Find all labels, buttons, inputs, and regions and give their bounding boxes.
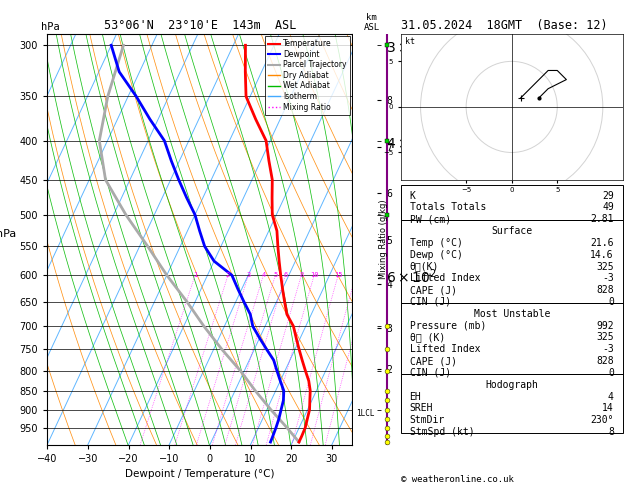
Text: Most Unstable: Most Unstable [474, 309, 550, 319]
Text: 8: 8 [608, 427, 614, 437]
Text: Pressure (mb): Pressure (mb) [409, 321, 486, 330]
Text: 1LCL: 1LCL [356, 409, 374, 418]
Text: 4: 4 [261, 272, 265, 278]
Text: θᴇ (K): θᴇ (K) [409, 332, 445, 343]
Legend: Temperature, Dewpoint, Parcel Trajectory, Dry Adiabat, Wet Adiabat, Isotherm, Mi: Temperature, Dewpoint, Parcel Trajectory… [265, 36, 350, 115]
Text: Mixing Ratio (g/kg): Mixing Ratio (g/kg) [379, 200, 387, 279]
Text: 1: 1 [193, 272, 197, 278]
Text: Temp (°C): Temp (°C) [409, 238, 462, 248]
Text: © weatheronline.co.uk: © weatheronline.co.uk [401, 474, 513, 484]
Text: 0: 0 [608, 297, 614, 307]
Text: 3: 3 [246, 272, 250, 278]
Text: 828: 828 [596, 285, 614, 295]
Text: 15: 15 [334, 272, 342, 278]
Y-axis label: hPa: hPa [0, 229, 16, 240]
Text: CIN (J): CIN (J) [409, 297, 451, 307]
Text: 325: 325 [596, 261, 614, 272]
Text: 29: 29 [602, 191, 614, 201]
Text: 14.6: 14.6 [591, 250, 614, 260]
Text: K: K [409, 191, 415, 201]
Text: CAPE (J): CAPE (J) [409, 285, 457, 295]
Text: SREH: SREH [409, 403, 433, 413]
Text: kt: kt [405, 37, 415, 46]
Text: -3: -3 [602, 273, 614, 283]
Text: θᴇ(K): θᴇ(K) [409, 261, 439, 272]
Text: StmDir: StmDir [409, 415, 445, 425]
Text: 828: 828 [596, 356, 614, 366]
Text: EH: EH [409, 392, 421, 401]
Text: hPa: hPa [41, 21, 60, 32]
Text: 53°06'N  23°10'E  143m  ASL: 53°06'N 23°10'E 143m ASL [104, 18, 296, 32]
Text: 992: 992 [596, 321, 614, 330]
Text: 31.05.2024  18GMT  (Base: 12): 31.05.2024 18GMT (Base: 12) [401, 18, 607, 32]
Text: 325: 325 [596, 332, 614, 343]
Text: PW (cm): PW (cm) [409, 214, 451, 224]
Text: 0: 0 [608, 368, 614, 378]
Text: km
ASL: km ASL [364, 13, 380, 32]
Text: Totals Totals: Totals Totals [409, 202, 486, 212]
Text: Surface: Surface [491, 226, 532, 236]
Text: Lifted Index: Lifted Index [409, 344, 480, 354]
Text: 230°: 230° [591, 415, 614, 425]
Text: 2.81: 2.81 [591, 214, 614, 224]
Text: Hodograph: Hodograph [485, 380, 538, 390]
Text: Lifted Index: Lifted Index [409, 273, 480, 283]
Text: CAPE (J): CAPE (J) [409, 356, 457, 366]
Text: StmSpd (kt): StmSpd (kt) [409, 427, 474, 437]
Text: 2: 2 [226, 272, 230, 278]
Text: 6: 6 [283, 272, 287, 278]
Text: 10: 10 [310, 272, 318, 278]
Text: 8: 8 [299, 272, 303, 278]
Text: CIN (J): CIN (J) [409, 368, 451, 378]
Text: 21.6: 21.6 [591, 238, 614, 248]
Text: -3: -3 [602, 344, 614, 354]
Text: 5: 5 [273, 272, 277, 278]
Text: Dewp (°C): Dewp (°C) [409, 250, 462, 260]
X-axis label: Dewpoint / Temperature (°C): Dewpoint / Temperature (°C) [125, 469, 274, 479]
Text: 4: 4 [608, 392, 614, 401]
Text: 14: 14 [602, 403, 614, 413]
Text: 49: 49 [602, 202, 614, 212]
